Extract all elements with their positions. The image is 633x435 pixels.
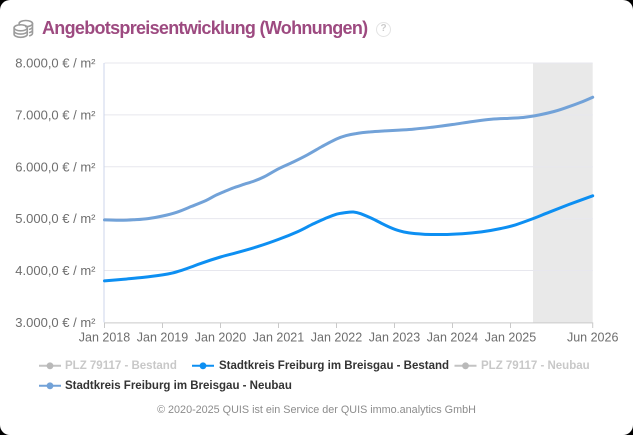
svg-text:8.000,0 € / m²: 8.000,0 € / m² bbox=[15, 56, 96, 71]
svg-text:Jan 2019: Jan 2019 bbox=[137, 331, 188, 345]
svg-text:Jan 2018: Jan 2018 bbox=[79, 331, 130, 345]
svg-text:Jun 2026: Jun 2026 bbox=[567, 331, 618, 345]
svg-text:Jan 2025: Jan 2025 bbox=[485, 331, 536, 345]
svg-text:Jan 2020: Jan 2020 bbox=[195, 331, 246, 345]
svg-text:Jan 2023: Jan 2023 bbox=[369, 331, 420, 345]
svg-text:Jan 2024: Jan 2024 bbox=[427, 331, 478, 345]
svg-text:5.000,0 € / m²: 5.000,0 € / m² bbox=[15, 211, 96, 226]
svg-text:6.000,0 € / m²: 6.000,0 € / m² bbox=[15, 159, 96, 174]
svg-text:Jan 2021: Jan 2021 bbox=[253, 331, 304, 345]
svg-text:4.000,0 € / m²: 4.000,0 € / m² bbox=[15, 263, 96, 278]
svg-text:Jan 2022: Jan 2022 bbox=[311, 331, 362, 345]
svg-text:3.000,0 € / m²: 3.000,0 € / m² bbox=[15, 315, 96, 330]
svg-text:7.000,0 € / m²: 7.000,0 € / m² bbox=[15, 108, 96, 123]
